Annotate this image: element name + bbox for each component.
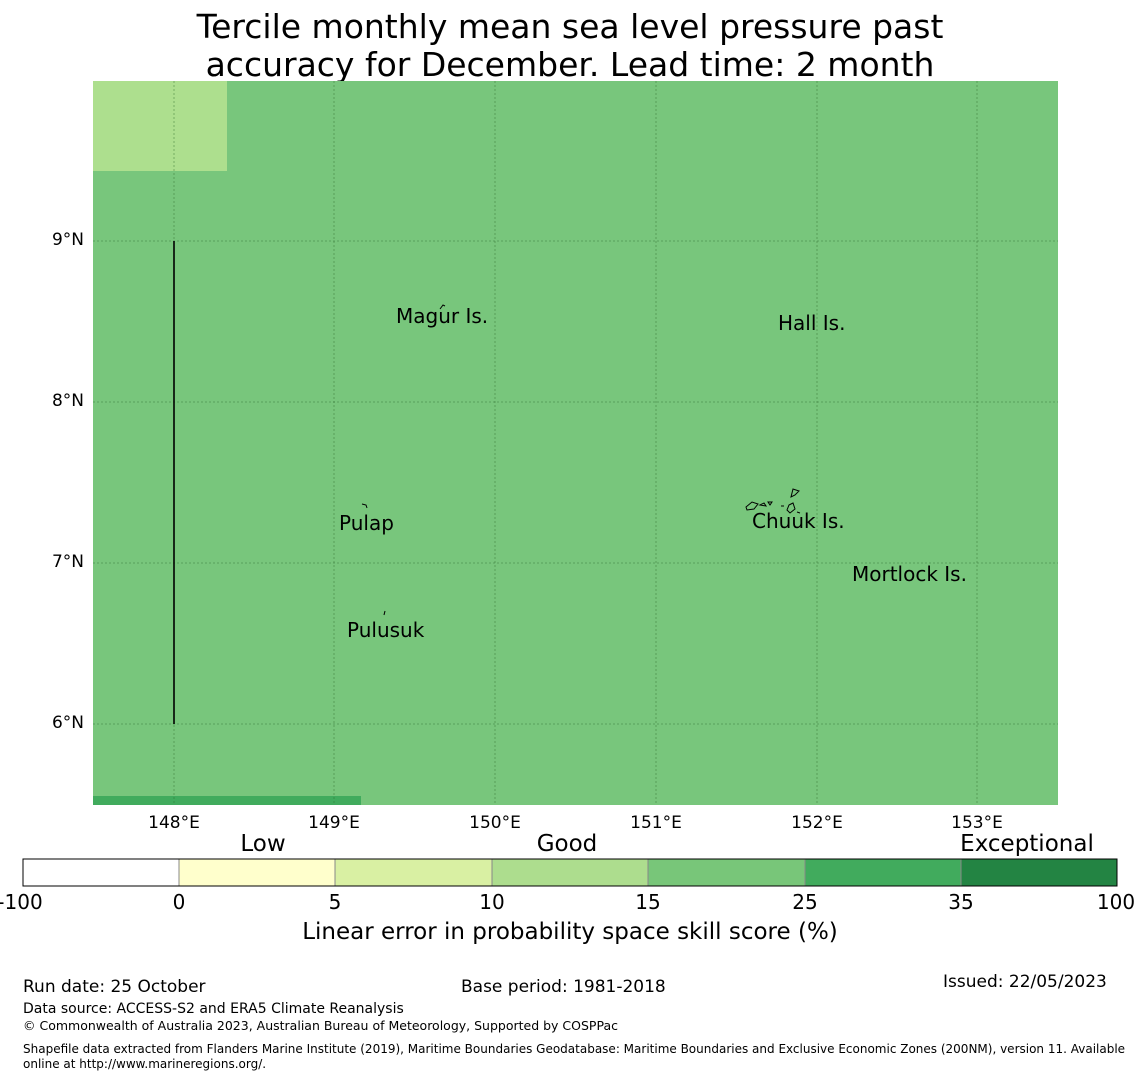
colorbar-segment-neg100-0 <box>23 859 179 886</box>
lat-label-6n: 6°N <box>51 713 84 733</box>
pulusuk-island-shape <box>383 610 386 616</box>
lon-label-148e: 148°E <box>148 813 200 833</box>
pulap-island-shape <box>361 503 368 509</box>
issued-date: Issued: 22/05/2023 <box>943 972 1107 992</box>
bottom-strip <box>93 796 361 805</box>
copyright: © Commonwealth of Australia 2023, Austra… <box>23 1018 618 1033</box>
map-title-line-2: accuracy for December. Lead time: 2 mont… <box>205 45 935 84</box>
colorbar <box>22 858 1118 887</box>
colorbar-segment-15-25 <box>648 859 805 886</box>
category-exceptional: Exceptional <box>960 831 1094 857</box>
category-low: Low <box>240 831 286 857</box>
lon-label-151e: 151°E <box>630 813 682 833</box>
magur-island-shape <box>439 304 446 310</box>
colorbar-segment-35-100 <box>961 859 1117 886</box>
colorbar-segment-10-15 <box>492 859 648 886</box>
colorbar-tick-100: 100 <box>1096 890 1136 914</box>
colorbar-tick-0: 0 <box>172 890 186 914</box>
lat-label-8n: 8°N <box>51 391 84 411</box>
colorbar-title: Linear error in probability space skill … <box>302 919 838 945</box>
map-title-line-1: Tercile monthly mean sea level pressure … <box>196 7 944 46</box>
place-label-chuuk: Chuuk Is. <box>752 509 845 533</box>
place-label-pulusuk: Pulusuk <box>347 618 425 642</box>
colorbar-tick-5: 5 <box>328 890 342 914</box>
category-good: Good <box>536 831 598 857</box>
colorbar-tick-15: 15 <box>635 890 661 914</box>
lon-label-153e: 153°E <box>951 813 1003 833</box>
place-label-mortlock: Mortlock Is. <box>852 562 967 586</box>
shapefile-credit-line-2: online at http://www.marineregions.org/. <box>23 1057 267 1071</box>
lon-label-152e: 152°E <box>791 813 843 833</box>
run-date: Run date: 25 October <box>23 977 206 997</box>
skill-field <box>93 81 1058 805</box>
place-label-pulap: Pulap <box>339 511 394 535</box>
corner-cell <box>93 81 227 171</box>
data-source: Data source: ACCESS-S2 and ERA5 Climate … <box>23 1001 404 1017</box>
gridlines <box>93 81 1058 805</box>
place-label-magur: Magur Is. <box>396 304 489 328</box>
colorbar-segment-5-10 <box>335 859 492 886</box>
colorbar-segment-0-5 <box>179 859 335 886</box>
shapefile-credit-line-1: Shapefile data extracted from Flanders M… <box>23 1042 1126 1056</box>
lat-label-9n: 9°N <box>51 230 84 250</box>
lon-label-150e: 150°E <box>469 813 521 833</box>
chuuk-lagoon-shape <box>745 488 801 514</box>
lon-label-149e: 149°E <box>308 813 360 833</box>
colorbar-tick-35: 35 <box>948 890 974 914</box>
skill-map <box>93 81 1058 805</box>
lat-label-7n: 7°N <box>51 552 84 572</box>
colorbar-tick-25: 25 <box>792 890 818 914</box>
colorbar-tick-neg100: -100 <box>0 890 43 914</box>
base-period: Base period: 1981-2018 <box>461 977 666 997</box>
place-label-hall: Hall Is. <box>778 311 846 335</box>
colorbar-frame <box>22 858 1118 887</box>
island-outlines <box>361 304 801 616</box>
colorbar-tick-10: 10 <box>479 890 505 914</box>
colorbar-segment-25-35 <box>805 859 961 886</box>
